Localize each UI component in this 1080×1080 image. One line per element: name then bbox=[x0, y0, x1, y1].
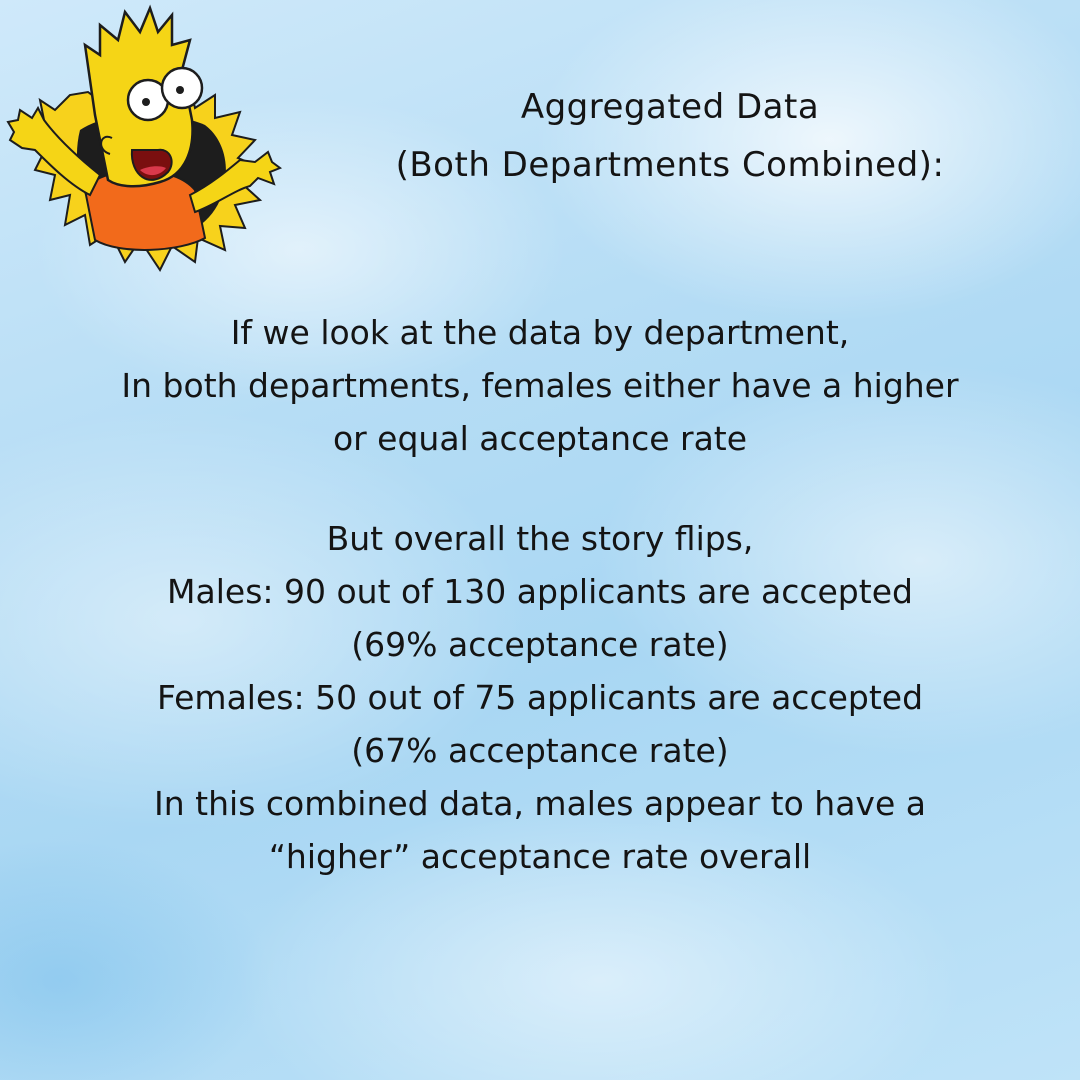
intro-line: If we look at the data by department, bbox=[230, 313, 850, 352]
females-rate: (67% acceptance rate) bbox=[351, 731, 729, 770]
males-rate: (69% acceptance rate) bbox=[351, 625, 729, 664]
intro-line: In both departments, females either have… bbox=[121, 366, 959, 405]
mouth-icon bbox=[130, 148, 173, 181]
males-stat: Males: 90 out of 130 applicants are acce… bbox=[167, 572, 913, 611]
title-line: Aggregated Data bbox=[520, 87, 820, 127]
overall-line: But overall the story flips, bbox=[326, 519, 754, 558]
intro-line: or equal acceptance rate bbox=[332, 419, 748, 458]
conclusion-line: In this combined data, males appear to h… bbox=[154, 784, 926, 823]
cartoon-character-icon bbox=[6, 4, 283, 272]
title-line: (Both Departments Combined): bbox=[395, 145, 945, 185]
females-stat: Females: 50 out of 75 applicants are acc… bbox=[156, 678, 924, 717]
conclusion-line: “higher” acceptance rate overall bbox=[268, 837, 812, 876]
explanation-text: If we look at the data by department, In… bbox=[40, 306, 1040, 883]
page-title: Aggregated Data (Both Departments Combin… bbox=[320, 78, 1020, 194]
